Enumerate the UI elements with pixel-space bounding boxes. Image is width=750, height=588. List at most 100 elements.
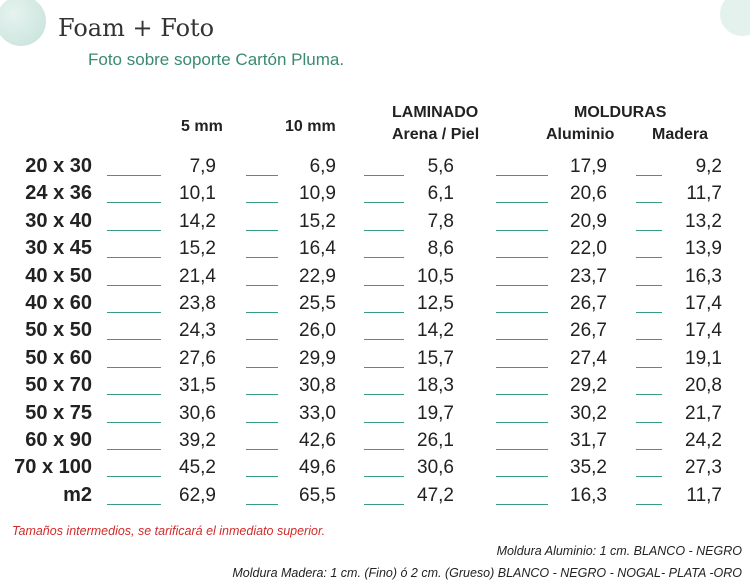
leader-dash bbox=[636, 175, 662, 176]
leader-dash bbox=[636, 421, 662, 423]
price-cell: 25,5 bbox=[299, 293, 336, 314]
price-cell: 31,5 bbox=[179, 375, 216, 397]
price-cell: 30,6 bbox=[417, 457, 454, 479]
price-cell: 7,8 bbox=[427, 210, 454, 232]
leader-dash bbox=[636, 284, 662, 286]
leader-dash bbox=[107, 503, 161, 505]
price-cell: 17,9 bbox=[570, 156, 607, 177]
leader-dash bbox=[636, 202, 662, 204]
aluminio-note: Moldura Aluminio: 1 cm. BLANCO - NEGRO bbox=[496, 544, 742, 558]
price-cell: 12,5 bbox=[417, 293, 454, 314]
price-cell: 26,0 bbox=[299, 320, 336, 342]
row-size-label: 30 x 45 bbox=[25, 237, 92, 260]
price-cell: 30,2 bbox=[570, 402, 607, 424]
leader-dash bbox=[364, 503, 404, 505]
row-size-label: 50 x 50 bbox=[25, 319, 92, 342]
leader-dash bbox=[107, 229, 161, 231]
leader-dash bbox=[496, 175, 548, 176]
leader-dash bbox=[496, 202, 548, 204]
price-cell: 5,6 bbox=[427, 156, 454, 177]
leader-dash bbox=[107, 257, 161, 259]
price-cell: 16,4 bbox=[299, 238, 336, 260]
leader-dash bbox=[246, 175, 278, 176]
price-cell: 6,9 bbox=[309, 156, 336, 177]
leader-dash bbox=[636, 503, 662, 505]
price-cell: 20,8 bbox=[685, 375, 722, 397]
price-cell: 15,7 bbox=[417, 347, 454, 369]
price-cell: 22,0 bbox=[570, 238, 607, 260]
price-cell: 7,9 bbox=[189, 156, 216, 177]
price-cell: 16,3 bbox=[570, 484, 607, 506]
leader-dash bbox=[107, 339, 161, 341]
price-cell: 29,9 bbox=[299, 347, 336, 369]
price-cell: 42,6 bbox=[299, 430, 336, 451]
leader-dash bbox=[364, 229, 404, 231]
leader-dash bbox=[364, 394, 404, 396]
leader-dash bbox=[246, 476, 278, 478]
price-cell: 10,9 bbox=[299, 183, 336, 205]
price-cell: 62,9 bbox=[179, 484, 216, 506]
price-cell: 16,3 bbox=[685, 265, 722, 287]
price-cell: 17,4 bbox=[685, 293, 722, 314]
price-cell: 11,7 bbox=[686, 484, 722, 506]
price-cell: 39,2 bbox=[179, 430, 216, 451]
leader-dash bbox=[636, 229, 662, 231]
col-header-madera: Madera bbox=[652, 126, 709, 143]
price-cell: 26,7 bbox=[570, 320, 607, 342]
leader-dash bbox=[107, 476, 161, 478]
leader-dash bbox=[636, 312, 662, 313]
price-cell: 20,9 bbox=[570, 210, 607, 232]
leader-dash bbox=[496, 476, 548, 478]
intermediate-sizes-note: Tamaños intermedios, se tarificará el in… bbox=[12, 524, 326, 538]
price-cell: 9,2 bbox=[695, 156, 722, 177]
leader-dash bbox=[107, 366, 161, 368]
price-cell: 27,6 bbox=[179, 347, 216, 369]
leader-dash bbox=[246, 394, 278, 396]
price-cell: 24,3 bbox=[179, 320, 216, 342]
leader-dash bbox=[636, 449, 662, 450]
price-cell: 23,8 bbox=[179, 293, 216, 314]
leader-dash bbox=[246, 366, 278, 368]
row-size-label: 70 x 100 bbox=[14, 456, 92, 479]
leader-dash bbox=[636, 257, 662, 259]
madera-note: Moldura Madera: 1 cm. (Fino) ó 2 cm. (Gr… bbox=[232, 566, 742, 580]
row-size-label: 50 x 60 bbox=[25, 346, 92, 369]
leader-dash bbox=[364, 202, 404, 204]
price-cell: 10,5 bbox=[417, 265, 454, 287]
price-cell: 24,2 bbox=[685, 430, 722, 451]
page-title: Foam + Foto bbox=[58, 14, 215, 42]
leader-dash bbox=[246, 421, 278, 423]
leader-dash bbox=[364, 257, 404, 259]
leader-dash bbox=[246, 229, 278, 231]
leader-dash bbox=[496, 312, 548, 313]
col-header-5mm: 5 mm bbox=[181, 118, 223, 135]
price-cell: 65,5 bbox=[299, 484, 336, 506]
price-cell: 8,6 bbox=[427, 238, 454, 260]
leader-dash bbox=[636, 366, 662, 368]
price-cell: 11,7 bbox=[686, 183, 722, 205]
price-cell: 13,2 bbox=[685, 210, 722, 232]
price-cell: 47,2 bbox=[417, 484, 454, 506]
row-size-label: 30 x 40 bbox=[25, 209, 92, 232]
price-cell: 21,4 bbox=[179, 265, 216, 287]
price-cell: 29,2 bbox=[570, 375, 607, 397]
price-cell: 19,1 bbox=[685, 347, 722, 369]
leader-dash bbox=[246, 449, 278, 450]
leader-dash bbox=[496, 394, 548, 396]
leader-dash bbox=[636, 339, 662, 341]
leader-dash bbox=[636, 394, 662, 396]
row-size-label: 40 x 60 bbox=[25, 292, 92, 314]
col-header-molduras: MOLDURAS bbox=[574, 104, 667, 121]
price-cell: 17,4 bbox=[685, 320, 722, 342]
price-cell: 6,1 bbox=[427, 183, 454, 205]
page-subtitle: Foto sobre soporte Cartón Pluma. bbox=[88, 50, 345, 69]
price-cell: 13,9 bbox=[685, 238, 722, 260]
price-cell: 14,2 bbox=[179, 210, 216, 232]
price-cell: 15,2 bbox=[179, 238, 216, 260]
price-cell: 15,2 bbox=[299, 210, 336, 232]
decorative-circle bbox=[0, 0, 46, 46]
price-cell: 30,6 bbox=[179, 402, 216, 424]
leader-dash bbox=[496, 421, 548, 423]
leader-dash bbox=[364, 366, 404, 368]
leader-dash bbox=[496, 366, 548, 368]
